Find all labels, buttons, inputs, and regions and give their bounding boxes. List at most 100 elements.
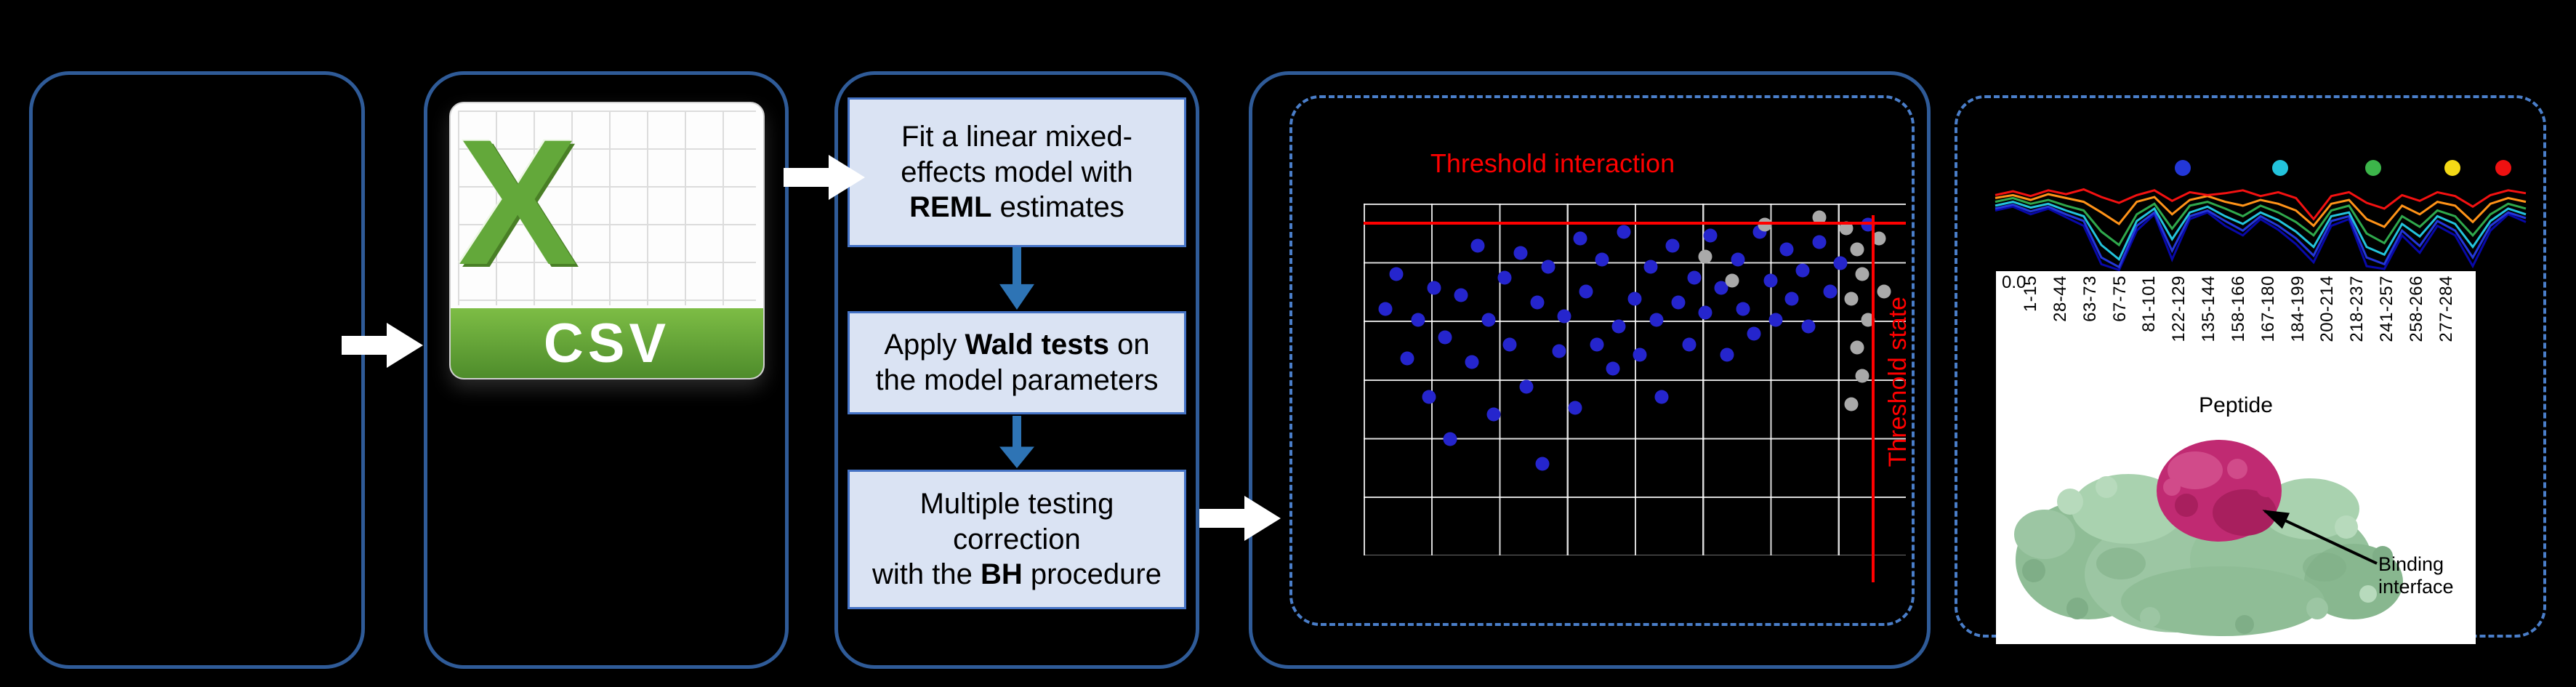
scatter-point-significant — [1682, 337, 1696, 352]
flow-arrow-right-1-icon — [342, 323, 423, 368]
threshold-interaction-label: Threshold interaction — [1430, 148, 1675, 178]
scatter-point-significant — [1812, 235, 1827, 249]
binding-interface-region — [2157, 440, 2282, 542]
scatter-point-significant — [1763, 273, 1777, 288]
scatter-point-significant — [1698, 305, 1712, 320]
protein-structure-image — [2014, 440, 2403, 636]
flow-arrow-right-3-icon — [1199, 496, 1281, 541]
scatter-point-significant — [1573, 231, 1587, 246]
scatter-point-significant — [1530, 295, 1545, 310]
scatter-point-significant — [1671, 295, 1686, 310]
scatter-point-significant — [1513, 246, 1528, 260]
scatter-point-significant — [1568, 401, 1582, 415]
peptide-tick-label: 81-101 — [2139, 276, 2160, 332]
peptide-tick-label: 122-129 — [2169, 276, 2189, 342]
flow-box-bold: REML — [909, 191, 992, 224]
peptide-tick-label: 277-284 — [2436, 276, 2456, 342]
scatter-point-significant — [1443, 432, 1457, 446]
timepoint-legend — [1995, 160, 2526, 179]
spreadsheet-grid — [458, 111, 756, 305]
flow-box-text: estimates — [991, 191, 1124, 224]
flow-box-wald: Apply Wald tests on the model parameters — [848, 311, 1186, 414]
scatter-point-non_significant — [1850, 340, 1864, 355]
uptake-line-series-blue — [1995, 204, 2527, 269]
peptide-tick-label: 1-15 — [2021, 276, 2040, 313]
scatter-point-significant — [1389, 267, 1404, 281]
scatter-point-significant — [1643, 260, 1658, 274]
scatter-point-significant — [1579, 284, 1593, 299]
flow-box-bh: Multiple testing correction with the BH … — [848, 470, 1186, 609]
scatter-point-significant — [1627, 292, 1642, 306]
scatter-point-significant — [1714, 281, 1728, 295]
flow-box-text: Apply — [884, 329, 965, 361]
scatter-point-significant — [1411, 313, 1425, 327]
peptide-tick-label: 67-75 — [2109, 276, 2130, 322]
peptide-tick-label: 258-266 — [2406, 276, 2426, 342]
scatter-point-significant — [1801, 319, 1816, 334]
peptide-tick-label: 241-257 — [2377, 276, 2397, 342]
scatter-point-significant — [1823, 284, 1838, 299]
protein-surface — [2014, 474, 2403, 636]
scatter-point-significant — [1438, 330, 1452, 345]
scatter-point-significant — [1687, 270, 1702, 285]
scatter-point-non_significant — [1844, 292, 1859, 306]
flow-box-reml: Fit a linear mixed- effects model with R… — [848, 97, 1186, 247]
scatter-point-significant — [1557, 309, 1571, 324]
scatter-point-significant — [1736, 302, 1750, 316]
legend-dot-icon — [2365, 160, 2381, 176]
peptide-tick-label: 158-166 — [2228, 276, 2248, 342]
scatter-point-significant — [1665, 238, 1680, 253]
scatter-point-significant — [1535, 457, 1550, 471]
scatter-plot-area — [1364, 204, 1906, 582]
scatter-point-non_significant — [1850, 242, 1864, 257]
scatter-point-non_significant — [1758, 217, 1772, 232]
scatter-point-significant — [1833, 256, 1848, 270]
legend-dot-icon — [2272, 160, 2288, 176]
uptake-line-series-red — [1995, 188, 2527, 221]
scatter-point-significant — [1454, 288, 1468, 302]
scatter-point-significant — [1400, 351, 1414, 366]
scatter-point-significant — [1552, 344, 1566, 358]
threshold-state-line — [1872, 215, 1875, 582]
scatter-point-non_significant — [1877, 284, 1891, 299]
flow-arrow-down-1-icon — [999, 247, 1034, 310]
scatter-point-significant — [1795, 263, 1810, 278]
peptide-tick-label: 218-237 — [2347, 276, 2367, 342]
scatter-point-significant — [1633, 347, 1647, 362]
scatter-point-significant — [1497, 270, 1512, 285]
uptake-line-series-navy — [1995, 205, 2527, 272]
peptide-tick-label: 200-214 — [2317, 276, 2338, 342]
uptake-line-series-orange — [1995, 193, 2527, 228]
binding-interface-arrow — [2262, 510, 2378, 565]
scatter-point-non_significant — [1872, 231, 1886, 246]
flow-box-text: Multiple testing correction with the — [872, 487, 1114, 591]
scatter-point-significant — [1654, 390, 1669, 404]
scatter-point-significant — [1465, 355, 1479, 369]
scatter-point-significant — [1861, 217, 1875, 232]
scatter-point-significant — [1427, 281, 1441, 295]
scatter-point-non_significant — [1839, 221, 1853, 236]
scatter-point-significant — [1590, 337, 1604, 352]
scatter-point-non_significant — [1812, 210, 1827, 225]
y-tick-label: 0.0 — [2002, 273, 2026, 292]
legend-dot-icon — [2495, 160, 2511, 176]
scatter-point-significant — [1502, 337, 1517, 352]
flow-box-bold: Wald tests — [965, 329, 1110, 361]
uptake-line-series-green — [1995, 196, 2527, 247]
csv-file-icon: X CSV — [449, 102, 765, 379]
scatter-point-significant — [1541, 260, 1555, 274]
scatter-point-significant — [1486, 407, 1501, 422]
scatter-point-non_significant — [1861, 313, 1875, 327]
scatter-point-significant — [1470, 238, 1485, 253]
scatter-point-significant — [1617, 225, 1631, 239]
x-axis-label: Peptide — [2199, 393, 2273, 417]
scatter-point-significant — [1481, 313, 1496, 327]
excel-x-letter: X — [458, 103, 578, 302]
legend-dot-icon — [2444, 160, 2460, 176]
scatter-point-significant — [1747, 326, 1761, 341]
scatter-point-significant — [1731, 252, 1745, 267]
flow-box-text: Fit a linear mixed- effects model with — [901, 120, 1133, 188]
scatter-dashed-frame — [1289, 95, 1915, 626]
flow-box-text: on the model parameters — [875, 329, 1159, 396]
